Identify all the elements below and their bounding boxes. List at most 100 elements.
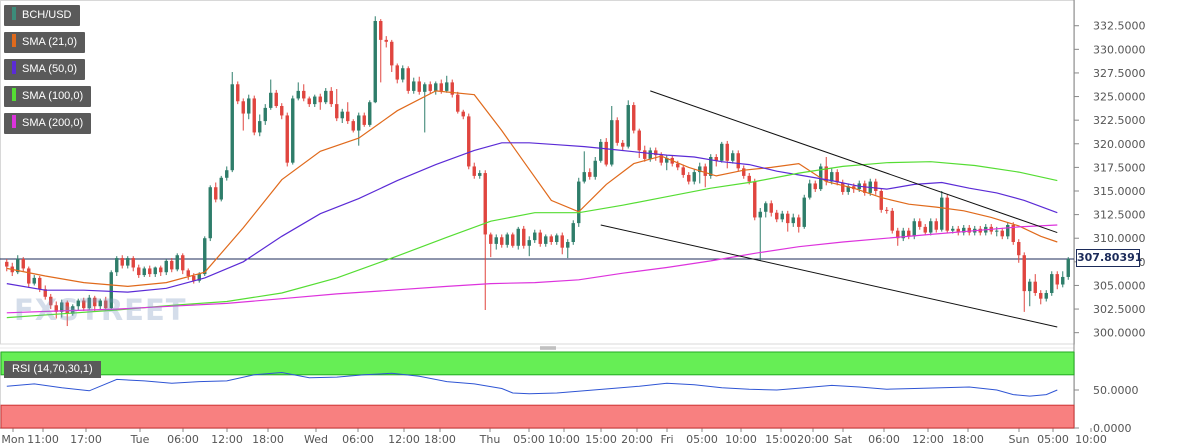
candle-body xyxy=(357,115,361,131)
y-tick-label: 310.0000 xyxy=(1093,232,1146,245)
y-tick-label: 317.5000 xyxy=(1093,161,1146,174)
x-tick-label: 12:00 xyxy=(211,433,243,446)
sma-line-1000 xyxy=(6,161,1058,319)
candle-body xyxy=(923,226,927,233)
x-tick-label: 10:00 xyxy=(725,433,757,446)
candle xyxy=(1017,239,1021,263)
x-tick-label: 06:00 xyxy=(167,433,199,446)
candle-body xyxy=(643,150,647,159)
candle-body xyxy=(604,141,608,165)
candle-body xyxy=(1039,293,1043,299)
candles xyxy=(5,16,1070,327)
candle-body xyxy=(582,172,586,182)
candle-body xyxy=(725,143,729,161)
candle-body xyxy=(742,168,746,176)
candle xyxy=(1044,290,1048,302)
candle xyxy=(736,150,740,172)
candle xyxy=(511,232,515,248)
candle-body xyxy=(648,150,652,159)
candle-body xyxy=(769,203,773,213)
candle xyxy=(335,89,339,122)
candle-body xyxy=(555,235,559,242)
y-tick-label: 302.5000 xyxy=(1093,303,1146,316)
x-tick-label: Sun xyxy=(1009,433,1030,446)
candle-body xyxy=(764,203,768,212)
candle-body xyxy=(533,232,537,241)
legend-sma-100[interactable]: SMA (100,0) xyxy=(4,86,92,107)
candle xyxy=(1011,222,1015,245)
legend-sma-200[interactable]: SMA (200,0) xyxy=(4,113,92,134)
candle xyxy=(21,257,25,272)
candle-body xyxy=(428,84,432,91)
candle xyxy=(456,91,460,114)
channel-lower-line xyxy=(600,224,1058,328)
candle xyxy=(824,157,828,186)
y-tick-label: 300.0000 xyxy=(1093,327,1146,340)
candle-body xyxy=(461,111,465,117)
candle-body xyxy=(214,187,218,200)
candle-body xyxy=(566,242,570,248)
candle xyxy=(637,128,641,158)
candle-body xyxy=(252,98,256,133)
x-tick-label: Fri xyxy=(660,433,673,446)
candle xyxy=(725,140,729,169)
legend-sma-21[interactable]: SMA (21,0) xyxy=(4,32,86,53)
candle xyxy=(252,95,256,136)
candle xyxy=(236,81,240,105)
candle-body xyxy=(60,302,64,312)
candle xyxy=(560,232,564,255)
candle xyxy=(846,183,850,195)
candle xyxy=(203,236,207,276)
candle-body xyxy=(346,111,350,122)
x-tick-label: 10:00 xyxy=(548,433,580,446)
y-tick-label: 305.0000 xyxy=(1093,279,1146,292)
candle xyxy=(87,294,91,310)
candle xyxy=(1061,271,1065,288)
candle-body xyxy=(351,121,355,131)
candle-body xyxy=(153,267,157,275)
candle xyxy=(115,256,119,276)
x-tick-label: 15:00 xyxy=(765,433,797,446)
candle xyxy=(516,226,520,250)
x-tick-label: 10:00 xyxy=(1075,433,1107,446)
candle xyxy=(489,232,493,258)
legend-symbol[interactable]: BCH/USD xyxy=(4,5,80,26)
candle xyxy=(505,232,509,248)
candle-body xyxy=(115,258,119,273)
x-tick-label: 15:00 xyxy=(585,433,617,446)
candle xyxy=(208,185,212,242)
candle-body xyxy=(995,230,999,232)
candle-body xyxy=(654,150,658,156)
candle-body xyxy=(846,186,850,192)
candle-body xyxy=(676,163,680,168)
candle-body xyxy=(879,191,883,210)
candle xyxy=(522,225,526,249)
candle xyxy=(467,113,471,170)
candle xyxy=(599,139,603,163)
pane-splitter-handle[interactable] xyxy=(0,344,1074,352)
candle xyxy=(269,79,273,110)
candle-body xyxy=(175,255,179,270)
candle-body xyxy=(335,104,339,119)
candle-body xyxy=(142,268,146,276)
candle-body xyxy=(379,21,383,40)
candle-body xyxy=(38,277,42,290)
candle-body xyxy=(907,230,911,237)
candle xyxy=(60,299,64,318)
candle-body xyxy=(1066,259,1070,277)
candle-body xyxy=(434,83,438,91)
rsi-indicator-label[interactable]: RSI (14,70,30,1) xyxy=(4,361,101,378)
legend-sma200-label: SMA (200,0) xyxy=(22,117,84,129)
x-tick-label: Tue xyxy=(130,433,150,446)
candle-body xyxy=(362,115,366,125)
candle xyxy=(82,297,86,311)
candle xyxy=(632,102,636,134)
candle xyxy=(731,150,735,164)
candle-body xyxy=(417,81,421,92)
legend-sma-50[interactable]: SMA (50,0) xyxy=(4,59,86,80)
candle xyxy=(527,236,531,257)
sma-line-210 xyxy=(6,90,1058,288)
candle xyxy=(76,298,80,310)
candle-body xyxy=(736,153,740,169)
